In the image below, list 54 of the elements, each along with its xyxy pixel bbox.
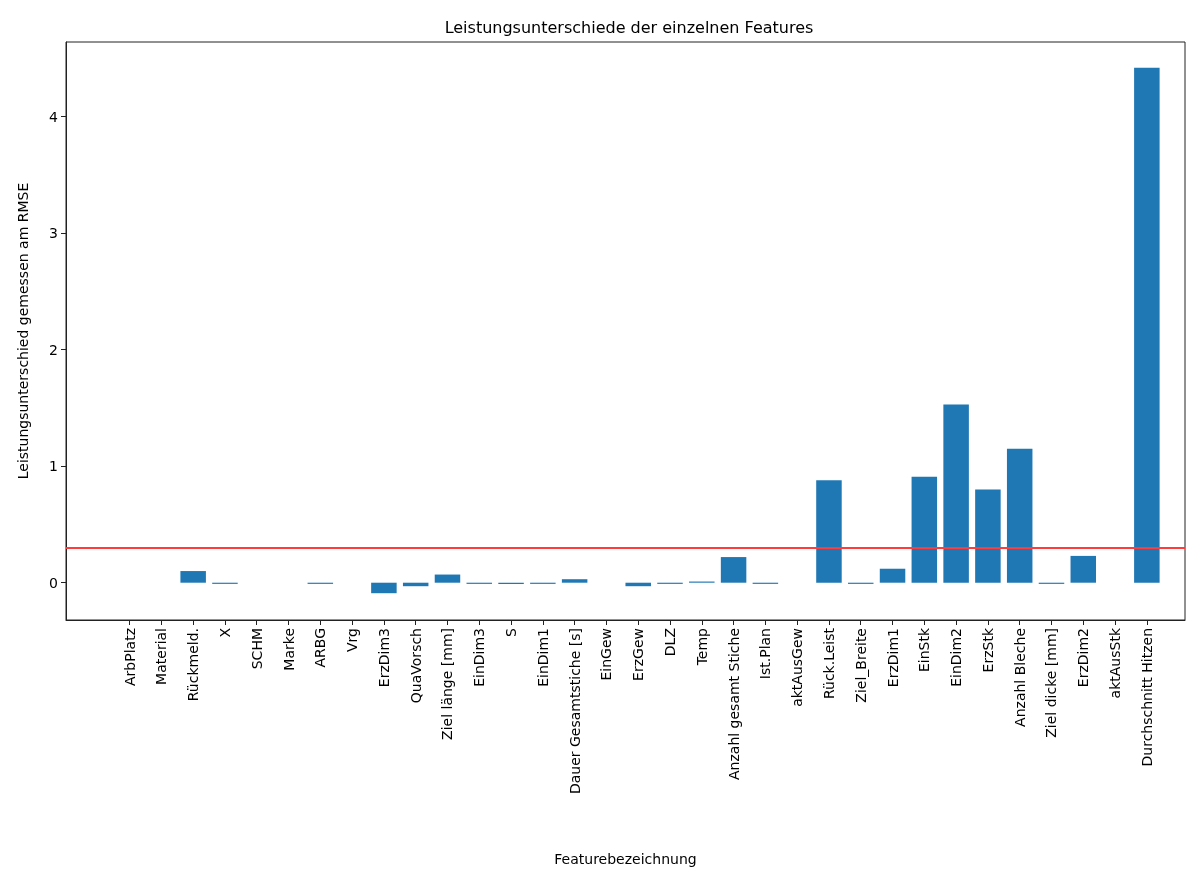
x-tick-label: Material: [153, 628, 170, 685]
x-tick-label: ArbPlatz: [121, 628, 138, 686]
x-tick-label: Ziel länge [mm]: [439, 628, 456, 740]
x-tick-label: Anzahl Bleche: [1011, 628, 1028, 727]
x-tick-label: ErzDim2: [1075, 628, 1092, 688]
x-tick-label: Dauer Gesamtstiche [s]: [566, 628, 583, 795]
bar: [879, 568, 906, 583]
bar: [561, 579, 588, 583]
x-tick-label: Ziel_Breite: [852, 628, 869, 703]
x-tick-label: Rückmeld.: [185, 628, 202, 702]
x-tick-label: EinGew: [598, 628, 615, 681]
x-tick-label: Rück.Leist: [820, 627, 837, 700]
bar: [720, 557, 747, 583]
x-tick-label: Marke: [280, 628, 297, 671]
bar: [1134, 67, 1160, 583]
x-tick-label: Durchschnitt Hitzen: [1138, 628, 1155, 767]
chart-title: Leistungsunterschiede der einzelnen Features: [444, 17, 814, 37]
bar: [975, 489, 1001, 583]
bar: [816, 480, 842, 583]
y-tick-label: 3: [49, 225, 58, 242]
x-tick-label: EinDim3: [471, 628, 488, 687]
x-tick-label: Anzahl gesamt Stiche: [725, 628, 742, 780]
x-tick-label: S: [503, 627, 520, 637]
x-axis-title: Featurebezeichnung: [554, 851, 697, 867]
y-tick-label: 2: [49, 341, 58, 358]
x-tick-label: aktAusStk: [1107, 627, 1124, 699]
x-tick-label: SCHM: [248, 628, 265, 670]
bar: [1006, 448, 1033, 583]
x-tick-label: X: [216, 627, 233, 638]
x-tick-label: ErzStk: [979, 627, 996, 673]
bar: [911, 476, 938, 583]
y-tick-label: 1: [49, 458, 58, 475]
x-tick-label: EinDim2: [948, 628, 965, 687]
x-tick-label: Ist.Plan: [757, 628, 774, 680]
bar: [371, 582, 397, 594]
x-tick-label: EinStk: [916, 627, 933, 673]
x-tick-label: EinDim1: [534, 628, 551, 687]
x-tick-label: QuaVorsch: [407, 628, 424, 704]
bar: [434, 574, 461, 583]
bar: [180, 571, 206, 583]
x-tick-label: Temp: [693, 627, 710, 667]
x-tick-label: ErzDim3: [375, 628, 392, 688]
y-tick-label: 4: [49, 108, 59, 125]
x-tick-label: ErzGew: [630, 628, 647, 681]
x-tick-label: ARBG: [312, 628, 329, 668]
x-tick-label: Vrg: [344, 628, 361, 652]
x-tick-label: aktAusGew: [789, 628, 806, 707]
bar: [943, 404, 969, 583]
bar: [1070, 555, 1097, 583]
x-tick-label: Ziel dicke [mm]: [1043, 628, 1060, 738]
x-tick-label: ErzDim1: [884, 628, 901, 688]
y-tick-label: 0: [49, 574, 58, 591]
y-axis-title: Leistungsunterschied gemessen am RMSE: [15, 182, 31, 480]
x-tick-label: DLZ: [662, 628, 679, 657]
